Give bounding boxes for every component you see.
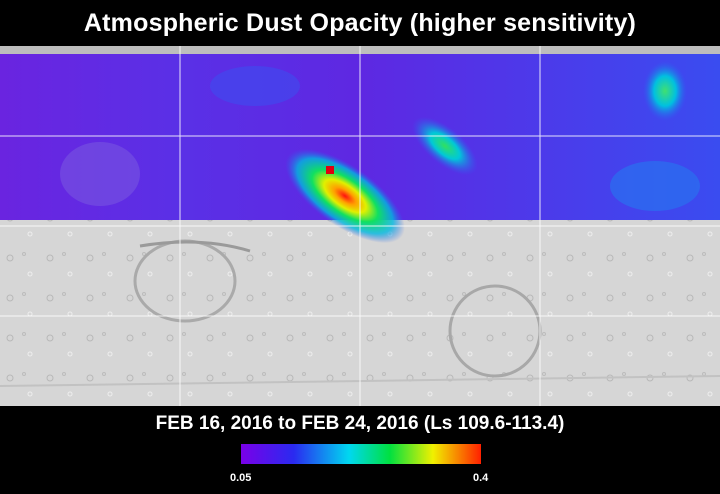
- colorbar-gradient: [241, 444, 481, 464]
- colorbar-max-label: 0.4: [473, 472, 489, 484]
- map-title: Atmospheric Dust Opacity (higher sensiti…: [83, 8, 637, 37]
- map-canvas: [0, 46, 720, 406]
- colorbar-min-label: 0.05: [230, 472, 252, 484]
- valles-marineris: [139, 240, 251, 253]
- blue-patch-north: [210, 66, 300, 106]
- blue-patch-east: [610, 161, 700, 211]
- mars-dust-map: [0, 46, 720, 406]
- dust-peak-pixel: [326, 166, 334, 174]
- date-range-caption: FEB 16, 2016 to FEB 24, 2016 (Ls 109.6-1…: [155, 413, 565, 434]
- dust-cloud-center: [285, 148, 405, 244]
- lat-lon-grid: [0, 46, 720, 406]
- colorbar: [241, 444, 481, 464]
- volcano-shading: [60, 142, 140, 206]
- dust-cloud-northeast: [412, 116, 478, 176]
- dust-cloud-east: [643, 61, 687, 121]
